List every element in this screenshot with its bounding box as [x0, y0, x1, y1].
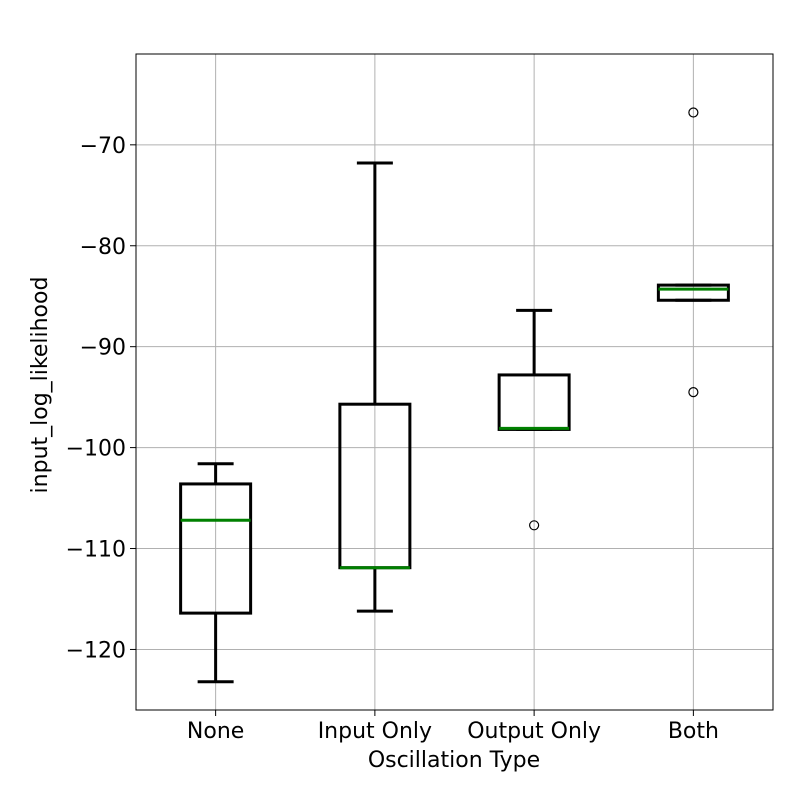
x-tick-label: None — [187, 719, 244, 744]
plot-background — [136, 54, 773, 710]
box-input-only — [338, 161, 412, 613]
y-tick-label: −70 — [80, 134, 126, 159]
ticks: None Input Only Output Only Both −70 −80 −90 −1… — [66, 134, 719, 744]
y-tick-label: −100 — [66, 437, 126, 462]
y-tick-label: −80 — [80, 235, 126, 260]
box-body — [656, 283, 730, 302]
plot-frame — [135, 53, 774, 711]
x-axis-title: Oscillation Type — [368, 748, 540, 773]
box-body — [179, 482, 253, 615]
box-output-only — [497, 308, 571, 531]
y-axis-title: input_log_likelihood — [28, 277, 53, 494]
y-tick-label: −120 — [66, 638, 126, 663]
x-tick-label: Output Only — [467, 719, 601, 744]
x-tick-label: Input Only — [318, 719, 432, 744]
outlier-point — [529, 520, 540, 531]
y-tick-label: −110 — [66, 538, 126, 563]
box-both — [656, 107, 730, 398]
box-none — [179, 462, 253, 684]
y-tick-label: −90 — [80, 336, 126, 361]
outlier-point — [688, 386, 699, 398]
x-tick-label: Both — [668, 719, 719, 744]
boxes — [179, 107, 730, 684]
outlier-point — [688, 107, 699, 118]
